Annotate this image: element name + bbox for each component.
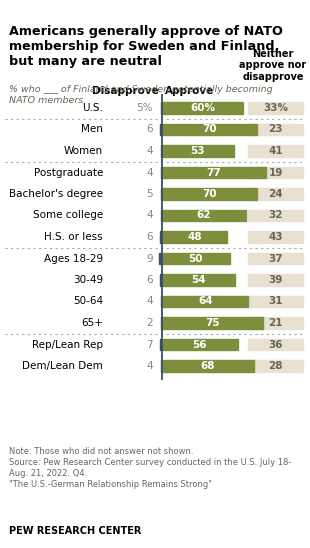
Bar	[248, 145, 303, 157]
Bar	[161, 361, 162, 372]
Bar	[248, 167, 303, 178]
Text: Note: Those who did not answer not shown.
Source: Pew Research Center survey con: Note: Those who did not answer not shown…	[9, 447, 292, 489]
Text: 6: 6	[146, 275, 153, 285]
Bar	[162, 124, 256, 135]
Text: Women: Women	[64, 146, 103, 156]
Text: Some college: Some college	[33, 210, 103, 220]
Bar	[248, 189, 303, 199]
Text: 77: 77	[206, 168, 221, 178]
Bar	[161, 210, 162, 221]
Text: 4: 4	[146, 296, 153, 306]
Bar	[161, 102, 162, 113]
Bar	[160, 339, 162, 350]
Bar	[248, 253, 303, 264]
Text: 50: 50	[188, 254, 203, 264]
Text: 62: 62	[197, 210, 211, 220]
Text: 5: 5	[146, 189, 153, 199]
Text: 65+: 65+	[81, 318, 103, 328]
Text: 6: 6	[146, 124, 153, 134]
Bar	[248, 361, 303, 372]
Text: Disapprove: Disapprove	[92, 86, 158, 96]
Text: Postgraduate: Postgraduate	[33, 168, 103, 178]
Bar	[159, 253, 162, 264]
Text: 43: 43	[268, 232, 283, 242]
Text: % who ___ of Finland and Sweden potentially becoming
NATO members: % who ___ of Finland and Sweden potentia…	[9, 85, 273, 105]
Bar	[248, 124, 303, 135]
Bar	[160, 231, 162, 243]
Text: H.S. or less: H.S. or less	[44, 232, 103, 242]
Bar	[162, 210, 246, 221]
Text: 4: 4	[146, 168, 153, 178]
Text: Bachelor's degree: Bachelor's degree	[9, 189, 103, 199]
Text: 2: 2	[146, 318, 153, 328]
Text: 54: 54	[191, 275, 206, 285]
Text: 56: 56	[193, 340, 207, 350]
Text: 30-49: 30-49	[73, 275, 103, 285]
Bar	[248, 275, 303, 286]
Bar	[162, 102, 243, 113]
Bar	[162, 253, 229, 264]
Text: 5%: 5%	[136, 103, 153, 113]
Bar	[162, 317, 263, 329]
Text: 24: 24	[268, 189, 283, 199]
Text: 70: 70	[202, 189, 217, 199]
Text: 70: 70	[202, 124, 217, 134]
Text: 68: 68	[201, 361, 215, 371]
Text: 19: 19	[268, 168, 283, 178]
Text: Ages 18-29: Ages 18-29	[44, 254, 103, 264]
Text: 9: 9	[146, 254, 153, 264]
Bar	[248, 231, 303, 243]
Text: 53: 53	[191, 146, 205, 156]
Text: 4: 4	[146, 210, 153, 220]
Text: PEW RESEARCH CENTER: PEW RESEARCH CENTER	[9, 526, 142, 536]
Text: 23: 23	[268, 124, 283, 134]
Bar	[160, 275, 162, 286]
Text: 21: 21	[268, 318, 283, 328]
Text: 6: 6	[146, 232, 153, 242]
Text: 36: 36	[268, 340, 283, 350]
Bar	[162, 296, 248, 307]
Text: 33%: 33%	[263, 103, 288, 113]
Bar	[162, 275, 235, 286]
Text: 60%: 60%	[190, 103, 215, 113]
Bar	[161, 296, 162, 307]
Text: 7: 7	[146, 340, 153, 350]
Text: 41: 41	[268, 146, 283, 156]
Text: 4: 4	[146, 361, 153, 371]
Bar	[248, 102, 303, 113]
Bar	[162, 361, 254, 372]
Bar	[162, 145, 233, 157]
Bar	[161, 189, 162, 199]
Bar	[248, 339, 303, 350]
Bar	[162, 231, 227, 243]
Text: 50-64: 50-64	[73, 296, 103, 306]
Bar	[248, 317, 303, 329]
Text: Men: Men	[81, 124, 103, 134]
Bar	[161, 167, 162, 178]
Text: 28: 28	[268, 361, 283, 371]
Text: 37: 37	[268, 254, 283, 264]
Text: 4: 4	[146, 146, 153, 156]
Text: Neither
approve nor
disapprove: Neither approve nor disapprove	[239, 49, 307, 82]
Text: 75: 75	[205, 318, 220, 328]
Bar	[162, 167, 266, 178]
Bar	[162, 339, 237, 350]
Text: 64: 64	[198, 296, 213, 306]
Text: U.S.: U.S.	[82, 103, 103, 113]
Text: Americans generally approve of NATO
membership for Sweden and Finland,
but many : Americans generally approve of NATO memb…	[9, 25, 283, 67]
Text: Rep/Lean Rep: Rep/Lean Rep	[32, 340, 103, 350]
Bar	[248, 210, 303, 221]
Bar	[162, 189, 256, 199]
Text: 31: 31	[268, 296, 283, 306]
Text: 39: 39	[268, 275, 283, 285]
Text: Approve: Approve	[165, 86, 215, 96]
Bar	[248, 296, 303, 307]
Bar	[161, 145, 162, 157]
Text: 32: 32	[268, 210, 283, 220]
Bar	[160, 124, 162, 135]
Text: 48: 48	[187, 232, 202, 242]
Text: Dem/Lean Dem: Dem/Lean Dem	[22, 361, 103, 371]
